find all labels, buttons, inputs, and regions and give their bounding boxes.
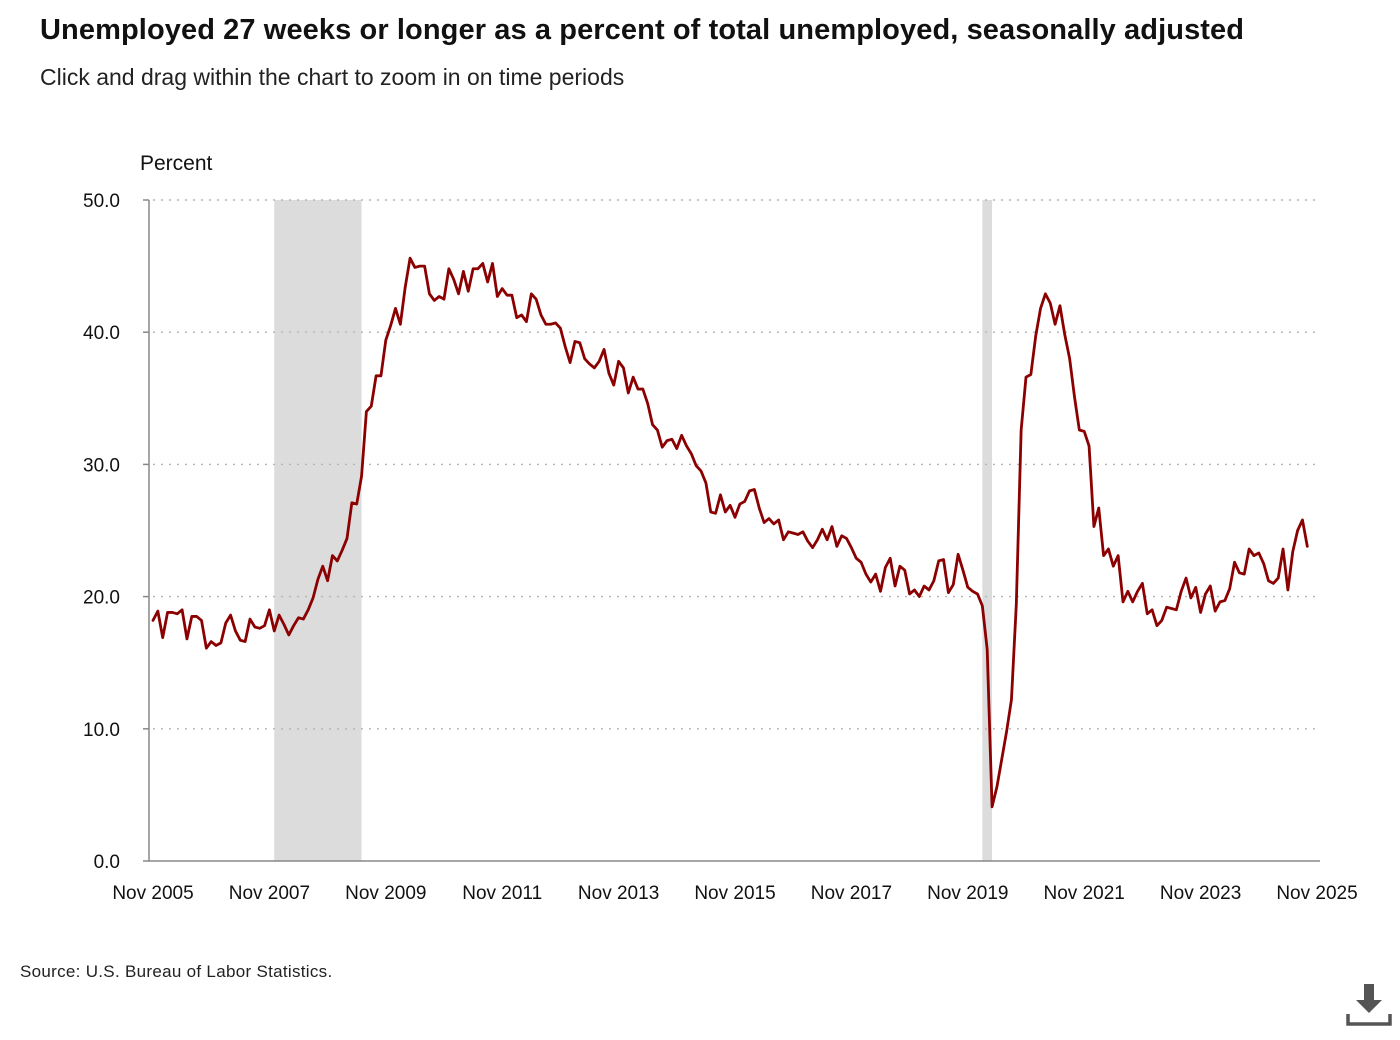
y-tick-label: 30.0 [83,455,120,476]
recession-shading-layer [274,200,993,861]
y-tick-label: 40.0 [83,323,120,344]
y-tick-label: 0.0 [94,852,120,873]
y-axis-label: Percent [140,152,213,175]
tick-labels: 0.0 10.0 20.0 30.0 40.0 50.0 Nov 2005 Nov 2007 N… [83,191,1358,904]
x-tick-label: Nov 2011 [462,883,542,904]
series-line-1 [151,256,1309,809]
chart-subtitle: Click and drag within the chart to zoom … [40,64,625,90]
chart-title: Unemployed 27 weeks or longer as a perce… [40,14,1245,46]
x-tick-label: Nov 2005 [112,883,193,904]
source-note: Source: U.S. Bureau of Labor Statistics. [20,962,333,981]
x-tick-label: Nov 2019 [927,883,1008,904]
y-tick-label: 50.0 [83,191,120,212]
x-tick-label: Nov 2015 [694,883,775,904]
download-icon [1346,984,1392,1026]
x-tick-label: Nov 2009 [345,883,426,904]
recession-band-2 [982,200,993,861]
x-tick-label: Nov 2017 [811,883,892,904]
x-tick-label: Nov 2025 [1276,883,1357,904]
y-tick-label: 10.0 [83,720,120,741]
series-layer [151,256,1309,809]
x-tick-label: Nov 2013 [578,883,659,904]
x-tick-label: Nov 2007 [229,883,310,904]
line-chart[interactable]: 0.0 10.0 20.0 30.0 40.0 50.0 Nov 2005 Nov 2007 N… [0,0,1400,940]
y-tick-label: 20.0 [83,588,120,609]
x-tick-label: Nov 2023 [1160,883,1241,904]
axes [148,200,1320,862]
download-button[interactable] [1346,982,1392,1028]
x-tick-label: Nov 2021 [1044,883,1125,904]
